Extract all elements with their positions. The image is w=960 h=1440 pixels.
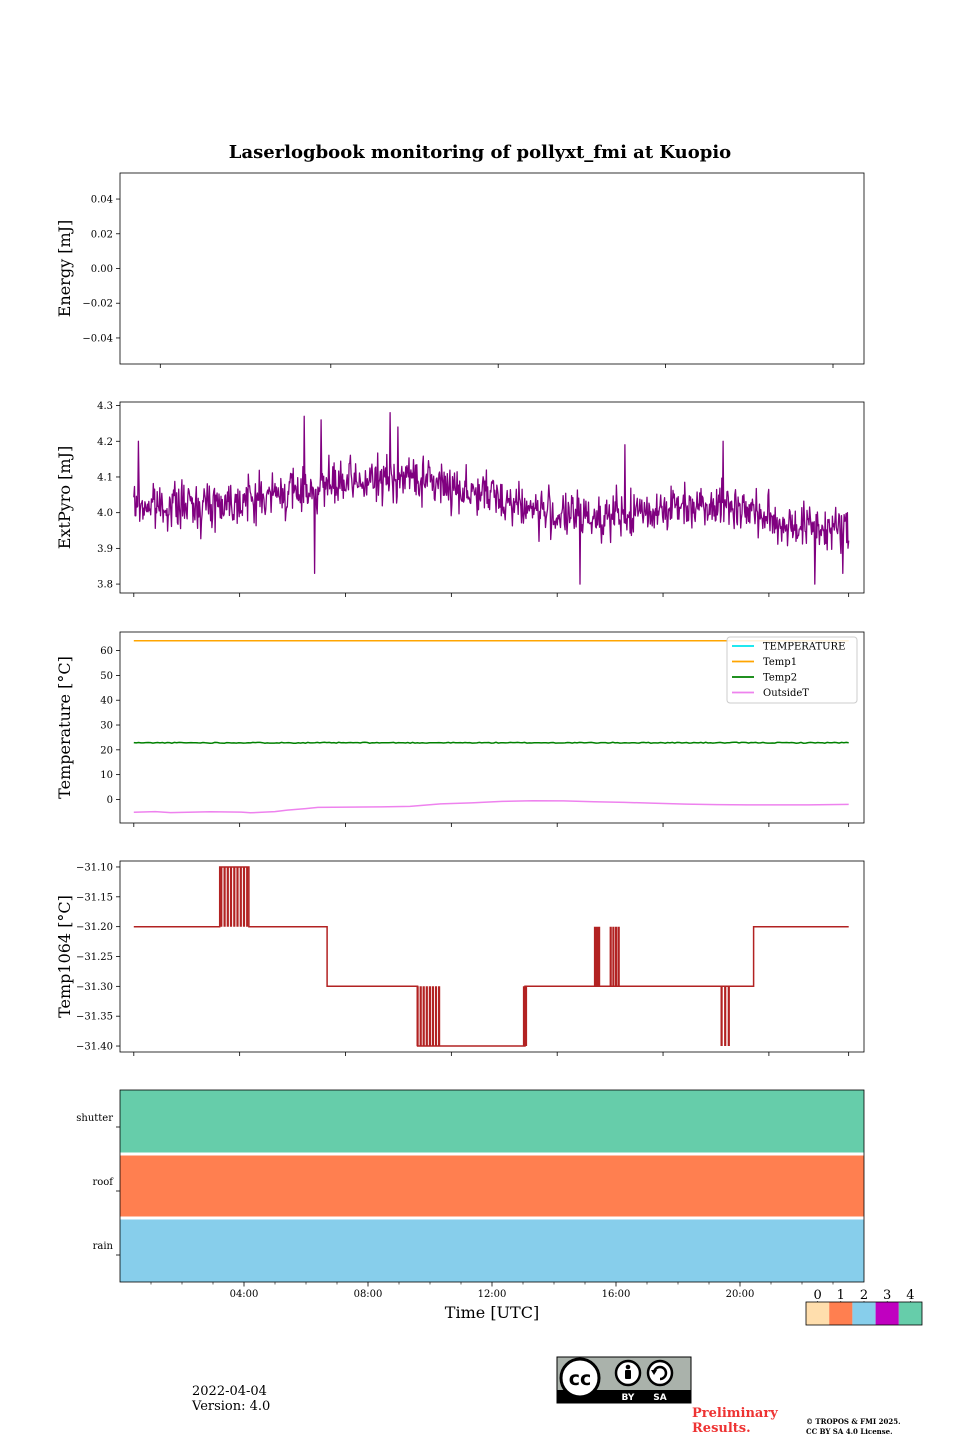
temp1064-flicker: [416, 986, 441, 1046]
temp1064-ytick-label: −31.10: [76, 862, 113, 873]
legend-label-temperature: TEMPERATURE: [763, 642, 845, 653]
temp1064-panel: −31.40 −31.35 −31.30 −31.25 −31.20 −31.15 −31.…: [55, 860, 865, 1056]
colorbar-frame: [805, 1301, 923, 1326]
colorbar-label: 0: [813, 1288, 821, 1303]
colorbar-label: 1: [837, 1288, 845, 1303]
legend-frame: [726, 636, 858, 704]
status-row-label: roof: [92, 1177, 114, 1188]
copyright-note: © TROPOS & FMI 2025. CC BY SA 4.0 Licens…: [806, 1417, 901, 1437]
temp1064-ytick-label: −31.30: [76, 982, 113, 993]
status-panel: shutter roof rain 04:00 08:00 12:00 16:00 20:00…: [76, 1089, 865, 1322]
status-xtick-label: 08:00: [354, 1289, 383, 1300]
status-xtick-label: 12:00: [478, 1289, 507, 1300]
figure-title: Laserlogbook monitoring of pollyxt_fmi a…: [229, 142, 731, 163]
temperature-ylabel: Temperature [°C]: [55, 656, 74, 799]
status-xtick-label: 20:00: [726, 1289, 755, 1300]
extpyro-ytick-label: 4.2: [97, 437, 113, 448]
temperature-ytick-label: 20: [100, 745, 113, 756]
series-line-temp2: [133, 741, 849, 744]
legend-label-temp2: Temp2: [763, 673, 797, 684]
energy-panel: −0.04 −0.02 0.00 0.02 0.04 Energy [mJ]: [55, 172, 865, 368]
preliminary-line-1: Preliminary: [692, 1406, 778, 1421]
temperature-ytick-label: 30: [100, 721, 113, 732]
temp1064-flicker: [609, 926, 620, 987]
extpyro-ytick-label: 4.0: [97, 508, 113, 519]
status-row-shutter: [120, 1090, 864, 1154]
energy-axes-frame: [119, 172, 865, 365]
temperature-ytick-label: 60: [100, 646, 113, 657]
x-axis-label: Time [UTC]: [445, 1303, 539, 1322]
colorbar-label: 2: [860, 1288, 868, 1303]
temperature-ytick-label: 40: [100, 696, 113, 707]
cc-badge-text: cc: [569, 1368, 592, 1390]
temp1064-flicker: [522, 986, 528, 1046]
energy-ytick-label: 0.00: [91, 264, 113, 275]
temp1064-flicker: [720, 986, 730, 1046]
legend-label-temp1: Temp1: [763, 657, 797, 668]
energy-ytick-label: −0.02: [82, 299, 113, 310]
copyright-line-1: © TROPOS & FMI 2025.: [806, 1417, 901, 1426]
temp1064-ytick-label: −31.40: [76, 1042, 113, 1053]
temp1064-flicker: [593, 926, 601, 987]
temp1064-ylabel: Temp1064 [°C]: [55, 895, 74, 1018]
extpyro-ytick-label: 4.1: [97, 472, 113, 483]
colorbar-label: 4: [906, 1288, 914, 1303]
energy-ytick-label: 0.02: [91, 229, 113, 240]
colorbar-swatch-2: [852, 1302, 876, 1325]
version-label: Version: 4.0: [192, 1399, 271, 1414]
temp1064-ytick-label: −31.15: [76, 892, 113, 903]
temp1064-flicker: [220, 867, 249, 927]
status-xtick-label: 04:00: [230, 1289, 259, 1300]
colorbar-swatch-4: [898, 1302, 922, 1325]
copyright-line-2: CC BY SA 4.0 License.: [806, 1427, 893, 1436]
series-line-outsidet: [133, 799, 849, 814]
temperature-legend: TEMPERATURE Temp1 Temp2 OutsideT: [726, 636, 858, 704]
status-row-roof: [120, 1154, 864, 1218]
colorbar-swatch-3: [875, 1302, 899, 1325]
colorbar-swatch-1: [829, 1302, 853, 1325]
energy-ytick-label: 0.04: [91, 195, 113, 206]
extpyro-ytick-label: 3.9: [97, 544, 113, 555]
status-row-label: rain: [93, 1241, 114, 1252]
status-row-rain: [120, 1218, 864, 1282]
status-xtick-label: 16:00: [602, 1289, 631, 1300]
preliminary-note: Preliminary Results.: [692, 1406, 778, 1436]
extpyro-ytick-label: 4.3: [97, 401, 113, 412]
energy-ylabel: Energy [mJ]: [55, 220, 74, 318]
extpyro-panel: 3.8 3.9 4.0 4.1 4.2 4.3 ExtPyro [mJ]: [55, 401, 865, 597]
legend-label-outsidet: OutsideT: [763, 688, 809, 699]
colorbar-swatch-0: [806, 1302, 830, 1325]
date-label: 2022-04-04: [192, 1384, 267, 1399]
extpyro-ylabel: ExtPyro [mJ]: [55, 446, 74, 549]
cc-by-sa-icon: cc BY SA: [556, 1356, 692, 1404]
extpyro-series-line: [133, 412, 850, 585]
by-badge-text: BY: [622, 1393, 635, 1403]
temp1064-ytick-label: −31.25: [76, 952, 113, 963]
temperature-axes-frame: [119, 631, 865, 824]
temperature-ytick-label: 10: [100, 770, 113, 781]
sa-badge-text: SA: [653, 1393, 666, 1403]
status-row-label: shutter: [76, 1113, 113, 1124]
colorbar-label: 3: [883, 1288, 891, 1303]
energy-ytick-label: −0.04: [82, 333, 113, 344]
temp1064-ytick-label: −31.35: [76, 1012, 113, 1023]
temp1064-axes-frame: [119, 860, 865, 1053]
temp1064-ytick-label: −31.20: [76, 922, 113, 933]
temperature-ytick-label: 50: [100, 671, 113, 682]
preliminary-line-2: Results.: [692, 1421, 751, 1436]
extpyro-axes-frame: [119, 401, 865, 594]
temperature-ytick-label: 0: [107, 795, 113, 806]
temperature-panel: 0 10 20 30 40 50 60 Temperature [°C] TEMPERATURE…: [55, 631, 865, 827]
energy-axes-background: [120, 173, 864, 364]
date-version-block: 2022-04-04 Version: 4.0: [192, 1384, 270, 1414]
extpyro-ytick-label: 3.8: [97, 580, 113, 591]
